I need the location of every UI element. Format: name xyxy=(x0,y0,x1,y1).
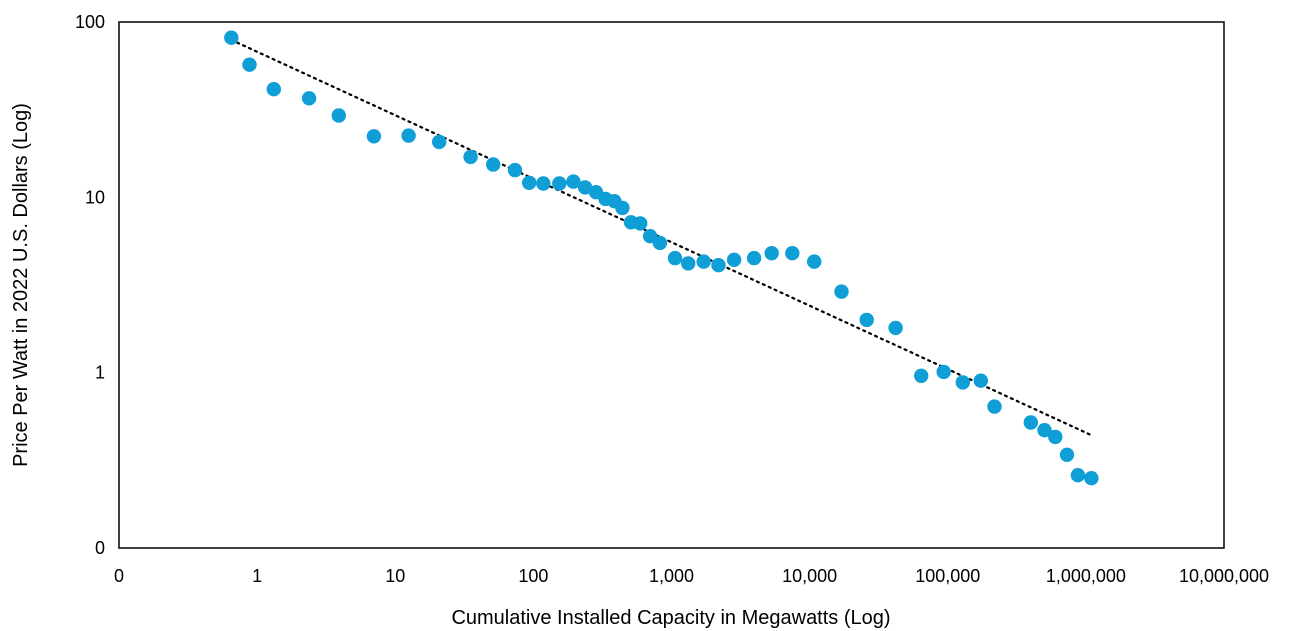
data-point xyxy=(1084,471,1099,486)
data-point xyxy=(696,254,711,269)
data-point xyxy=(432,134,447,150)
data-point xyxy=(973,373,988,388)
data-point xyxy=(785,246,800,261)
data-point xyxy=(936,364,951,380)
data-point xyxy=(888,320,903,336)
data-point xyxy=(577,180,593,195)
data-point xyxy=(1059,447,1075,462)
data-points xyxy=(224,30,1099,486)
x-axis-ticks: 0 1 10 100 1,000 10,000 100,000 1,000,000 10,000… xyxy=(114,566,1269,586)
x-tick-label: 100,000 xyxy=(915,566,980,586)
data-point xyxy=(522,175,537,190)
data-point xyxy=(331,108,346,123)
data-point xyxy=(633,216,648,231)
data-point xyxy=(652,235,668,251)
y-axis-ticks: 0 1 10 100 xyxy=(75,12,105,558)
data-point xyxy=(1048,429,1063,445)
y-axis-title: Price Per Watt in 2022 U.S. Dollars (Log… xyxy=(10,103,32,467)
data-point xyxy=(266,82,281,97)
data-point xyxy=(914,368,929,383)
data-point xyxy=(1037,423,1052,438)
data-point xyxy=(1023,415,1038,430)
data-point xyxy=(507,162,523,178)
x-tick-label: 10 xyxy=(385,566,405,586)
data-point xyxy=(667,250,683,266)
data-point xyxy=(711,258,726,273)
x-tick-label: 1,000 xyxy=(649,566,694,586)
y-tick-label: 0 xyxy=(95,538,105,558)
data-point xyxy=(1070,468,1086,483)
y-tick-label: 10 xyxy=(85,187,105,207)
data-point xyxy=(955,375,970,390)
data-point xyxy=(242,57,257,72)
y-tick-label: 100 xyxy=(75,12,105,32)
data-point xyxy=(486,157,501,172)
data-point xyxy=(987,399,1002,414)
data-point xyxy=(552,176,567,191)
data-point xyxy=(726,252,742,267)
data-point xyxy=(834,284,849,299)
x-tick-label: 10,000,000 xyxy=(1179,566,1269,586)
data-point xyxy=(401,128,416,143)
data-point xyxy=(224,30,239,45)
data-point xyxy=(746,250,762,266)
data-point xyxy=(463,149,478,165)
data-point xyxy=(566,174,581,189)
data-point xyxy=(764,246,779,261)
data-point xyxy=(536,176,551,191)
x-tick-label: 0 xyxy=(114,566,124,586)
data-point xyxy=(859,312,874,328)
x-tick-label: 100 xyxy=(518,566,548,586)
data-point xyxy=(807,254,822,269)
data-point xyxy=(681,256,696,271)
x-axis-title: Cumulative Installed Capacity in Megawat… xyxy=(451,607,890,629)
y-tick-label: 1 xyxy=(95,363,105,383)
x-tick-label: 10,000 xyxy=(782,566,837,586)
x-tick-label: 1,000,000 xyxy=(1046,566,1126,586)
data-point xyxy=(366,129,382,144)
x-tick-label: 1 xyxy=(252,566,262,586)
data-point xyxy=(301,91,317,106)
plot-area xyxy=(118,21,1225,549)
data-point xyxy=(615,200,630,216)
